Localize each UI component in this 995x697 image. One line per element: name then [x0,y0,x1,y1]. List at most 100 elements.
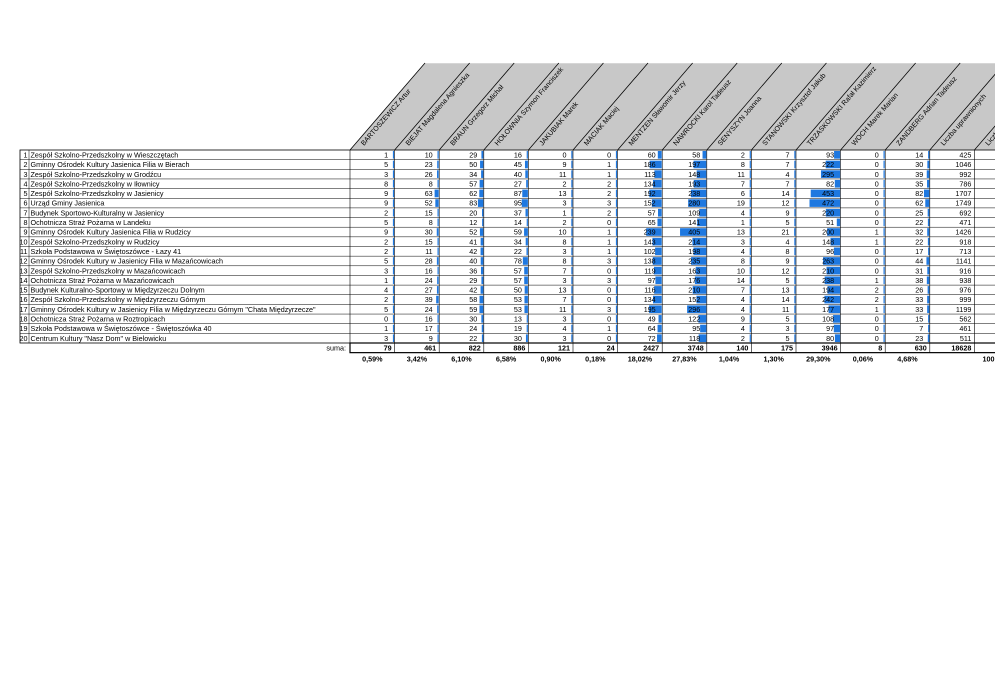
vote-count: 0 [875,179,879,188]
vote-share: 100,00% [983,355,995,364]
vote-count: 57 [469,179,477,188]
vote-count: 113 [644,170,655,179]
vote-count: 200 [822,228,834,237]
vote-bar [437,334,439,342]
vote-bar [927,295,930,304]
vote-share: 6,58% [496,355,517,364]
vote-bar [392,266,395,275]
vote-bar [655,247,662,256]
vote-count: 3 [607,257,611,266]
vote-bar [653,295,662,304]
vote-bar [651,199,662,207]
vote-count: 122 [688,315,700,324]
vote-count: 16 [514,150,522,159]
precinct-name: Centrum Kultury "Nasz Dom" w Bielowicku [31,334,167,343]
vote-bar [698,334,707,342]
vote-bar [883,170,885,178]
vote-bar [392,305,395,314]
vote-bar [571,218,573,227]
vote-count: 8 [429,218,433,227]
vote-bar [392,199,395,207]
vote-count: 1 [384,276,388,285]
vote-bar [615,228,618,236]
vote-count: 0 [875,324,879,333]
vote-count: 0 [607,295,611,304]
vote-count: 4 [741,247,745,256]
vote-count: 2 [384,295,388,304]
vote-count: 0 [875,199,879,208]
vote-count: 3 [607,199,611,208]
vote-count: 40 [469,257,477,266]
row-number: 13 [20,266,28,275]
vote-bar [615,276,618,285]
vote-count: 16 [425,315,433,324]
vote-bar [654,170,662,178]
vote-count: 30 [514,334,522,343]
sum-value: 18628 [951,343,971,352]
vote-count: 148 [688,170,700,179]
vote-count: 7 [786,179,790,188]
vote-bar [392,189,395,198]
header-divider [483,62,560,151]
vote-count: 108 [822,315,834,324]
vote-bar [479,189,484,198]
vote-bar [749,218,751,227]
vote-bar [615,257,618,265]
row-number: 12 [20,257,28,266]
vote-bar [436,228,439,236]
vote-count: 4 [741,208,745,217]
precinct-name: Budynek Sportowo-Kulturalny w Jasienicy [31,208,165,217]
vote-bar [652,257,662,265]
vote-bar [702,151,707,159]
row-number: 11 [20,247,27,256]
vote-bar [480,257,484,265]
vote-count: 42 [469,247,477,256]
vote-bar [526,151,528,159]
vote-bar [883,189,885,198]
header-divider [438,62,515,151]
vote-count: 45 [514,160,522,169]
eligible-count: 999 [959,295,971,304]
vote-bar [615,189,618,198]
vote-count: 2 [607,208,611,217]
vote-bar [794,179,796,188]
vote-count: 49 [648,315,656,324]
vote-bar [794,218,796,227]
vote-bar [927,237,930,246]
vote-count: 134 [644,295,656,304]
vote-count: 65 [648,218,656,227]
vote-bar [615,266,618,275]
vote-count: 2 [875,286,879,295]
vote-count: 22 [915,218,923,227]
vote-bar [615,286,618,294]
vote-count: 3 [384,266,388,275]
vote-count: 102 [644,247,656,256]
vote-bar [481,315,484,323]
eligible-count: 713 [959,247,971,256]
precinct-name: Zespół Szkolno-Przedszkolny w Grodźcu [31,170,162,179]
vote-bar [749,295,751,304]
vote-count: 1 [607,324,611,333]
vote-count: 57 [514,266,522,275]
eligible-count: 1141 [956,257,971,266]
vote-bar [481,170,484,178]
vote-bar [883,324,885,333]
vote-count: 1 [607,228,611,237]
header-divider [974,125,995,151]
vote-bar [695,266,707,275]
vote-count: 60 [648,150,656,159]
precinct-name: Zespół Szkolno-Przedszkolny w Mazańcowic… [31,266,186,275]
vote-bar [524,228,528,236]
vote-count: 2 [741,334,745,343]
vote-count: 13 [514,315,522,324]
vote-count: 0 [875,257,879,266]
vote-count: 28 [425,257,433,266]
vote-count: 52 [469,228,477,237]
vote-bar [794,276,796,285]
vote-count: 1 [741,218,745,227]
vote-count: 30 [915,160,923,169]
vote-count: 7 [919,324,923,333]
vote-count: 3 [607,276,611,285]
vote-share: 1,04% [719,355,740,364]
vote-count: 3 [563,276,567,285]
